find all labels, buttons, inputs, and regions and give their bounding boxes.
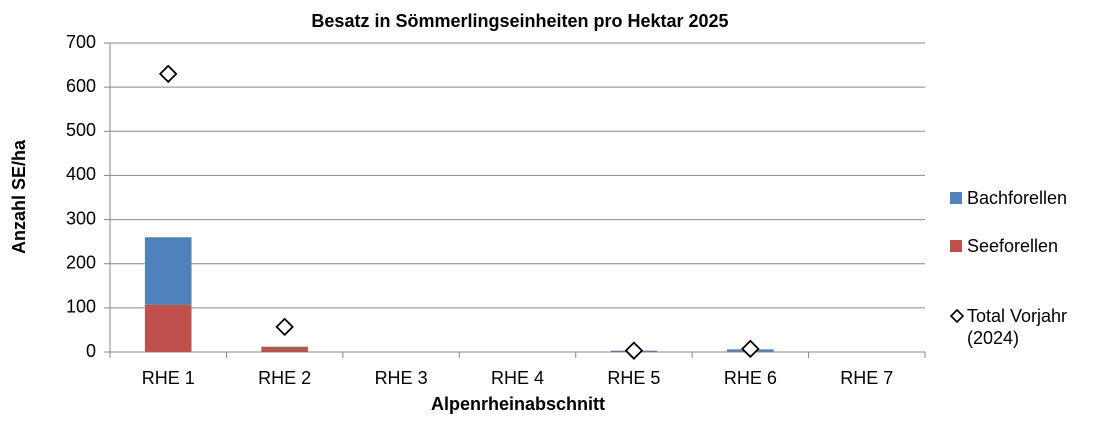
x-tick-label: RHE 4 — [491, 368, 544, 388]
legend-marker — [949, 308, 965, 324]
marker — [275, 317, 294, 337]
y-axis-label: Anzahl SE/ha — [9, 139, 29, 254]
bar — [144, 304, 192, 352]
x-tick-label: RHE 7 — [840, 368, 893, 388]
x-tick-label: RHE 2 — [258, 368, 311, 388]
y-tick-label: 700 — [66, 32, 96, 52]
y-tick-label: 200 — [66, 252, 96, 272]
x-tick-label: RHE 3 — [375, 368, 428, 388]
y-tick-label: 600 — [66, 76, 96, 96]
y-tick-label: 100 — [66, 297, 96, 317]
x-tick-label: RHE 5 — [607, 368, 660, 388]
chart-title: Besatz in Sömmerlingseinheiten pro Hekta… — [311, 11, 728, 31]
x-axis-label: Alpenrheinabschnitt — [431, 394, 605, 414]
y-tick-label: 0 — [86, 341, 96, 361]
x-tick-label: RHE 6 — [724, 368, 777, 388]
x-tick-label: RHE 1 — [142, 368, 195, 388]
legend-label: Bachforellen — [967, 188, 1068, 208]
marker — [624, 341, 644, 360]
legend-label: Total Vorjahr (2024) — [967, 306, 1068, 348]
y-tick-label: 400 — [66, 164, 96, 184]
legend-swatch — [950, 240, 962, 252]
bar — [261, 346, 308, 352]
bar — [144, 237, 192, 305]
y-tick-label: 300 — [66, 208, 96, 228]
legend-label: Seeforellen — [967, 236, 1059, 256]
marker — [158, 64, 178, 84]
y-tick-label: 500 — [66, 120, 96, 140]
legend-swatch — [950, 192, 962, 204]
marker — [741, 339, 760, 359]
